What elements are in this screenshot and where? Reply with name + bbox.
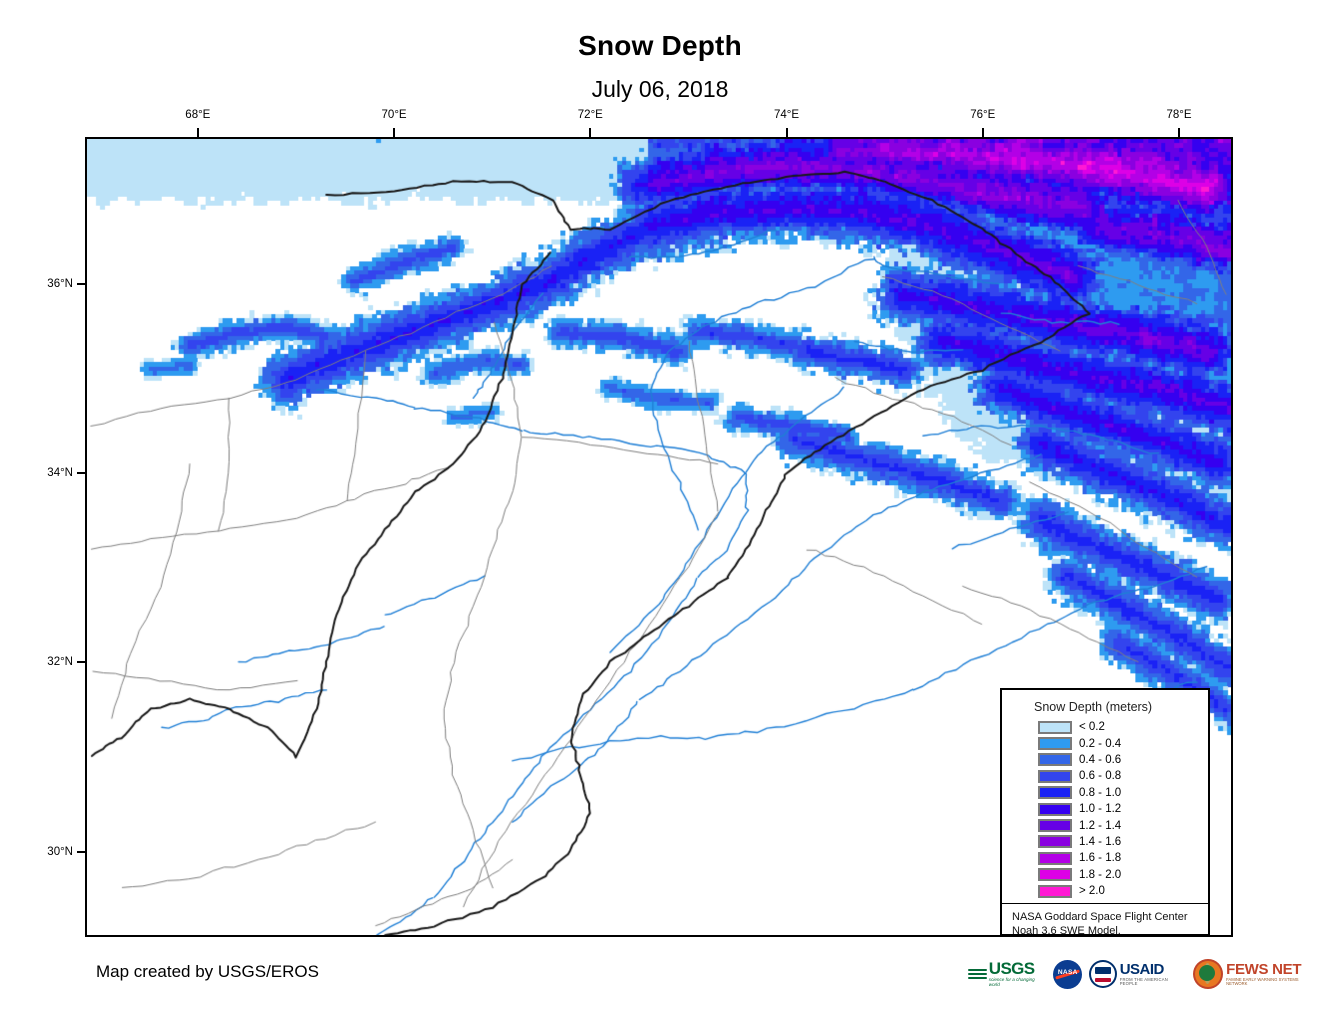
fews-wordmark: FEWS NET bbox=[1226, 960, 1302, 978]
x-axis-label: 76°E bbox=[970, 109, 996, 121]
legend-row: 1.4 - 1.6 bbox=[1038, 834, 1208, 850]
legend-label: 0.4 - 0.6 bbox=[1079, 753, 1122, 766]
usaid-wordmark: USAID bbox=[1119, 960, 1165, 978]
legend-class-list: < 0.2 0.2 - 0.4 0.4 - 0.6 0.6 - 0.8 0.8 - 1.… bbox=[1002, 719, 1208, 899]
y-axis-label: 30°N bbox=[47, 845, 73, 858]
legend-divider bbox=[1002, 903, 1208, 905]
legend-label: < 0.2 bbox=[1079, 721, 1105, 734]
usaid-logo: USAID FROM THE AMERICAN PEOPLE bbox=[1088, 960, 1186, 988]
legend-row: 0.2 - 0.4 bbox=[1038, 735, 1208, 751]
legend-swatch bbox=[1038, 753, 1072, 767]
x-axis-label: 70°E bbox=[381, 109, 407, 121]
legend-swatch bbox=[1038, 835, 1072, 849]
legend-source-line2: Noah 3.6 SWE Model. bbox=[1012, 925, 1121, 938]
agency-logos: USGS science for a changing world NASA U… bbox=[968, 957, 1320, 991]
usaid-seal-icon bbox=[1088, 960, 1117, 988]
legend-row: < 0.2 bbox=[1038, 719, 1208, 735]
map-credit: Map created by USGS/EROS bbox=[96, 962, 319, 981]
y-axis-tick bbox=[77, 661, 86, 664]
legend-swatch bbox=[1038, 868, 1072, 882]
y-axis-tick bbox=[77, 850, 86, 853]
legend-row: 1.6 - 1.8 bbox=[1038, 850, 1208, 866]
legend-swatch bbox=[1038, 720, 1072, 734]
x-axis-tick bbox=[393, 128, 396, 137]
legend-label: 0.8 - 1.0 bbox=[1079, 786, 1122, 799]
legend-swatch bbox=[1038, 851, 1072, 865]
x-axis-tick bbox=[981, 128, 984, 137]
legend-row: 1.2 - 1.4 bbox=[1038, 817, 1208, 833]
usgs-wordmark: USGS bbox=[988, 959, 1035, 979]
legend-swatch bbox=[1038, 819, 1072, 833]
legend-row: 0.8 - 1.0 bbox=[1038, 785, 1208, 801]
legend-label: 0.6 - 0.8 bbox=[1079, 770, 1122, 783]
x-axis-tick bbox=[589, 128, 592, 137]
x-axis-label: 72°E bbox=[577, 109, 603, 121]
fews-globe-icon bbox=[1193, 959, 1224, 989]
y-axis-tick bbox=[77, 282, 86, 285]
page-title: Snow Depth bbox=[578, 30, 742, 61]
legend-label: 1.6 - 1.8 bbox=[1079, 852, 1122, 865]
x-axis-tick bbox=[196, 128, 199, 137]
legend-row: > 2.0 bbox=[1038, 883, 1208, 899]
legend-swatch bbox=[1038, 769, 1072, 783]
legend-label: 1.2 - 1.4 bbox=[1079, 819, 1122, 832]
fews-tagline: FAMINE EARLY WARNING SYSTEMS NETWORK bbox=[1226, 977, 1299, 987]
nasa-logo: NASA bbox=[1053, 959, 1082, 989]
usgs-wave-icon bbox=[968, 966, 987, 983]
legend-row: 1.0 - 1.2 bbox=[1038, 801, 1208, 817]
x-axis-label: 78°E bbox=[1166, 109, 1192, 121]
x-axis-tick bbox=[1178, 128, 1181, 137]
map-date: July 06, 2018 bbox=[591, 76, 729, 102]
usgs-tagline: science for a changing world bbox=[988, 977, 1035, 987]
legend-label: 1.4 - 1.6 bbox=[1079, 835, 1122, 848]
x-axis-tick bbox=[785, 128, 788, 137]
legend-title: Snow Depth (meters) bbox=[1034, 700, 1153, 714]
usaid-tagline: FROM THE AMERICAN PEOPLE bbox=[1119, 977, 1168, 987]
y-axis-label: 32°N bbox=[47, 656, 73, 669]
legend-row: 0.6 - 0.8 bbox=[1038, 768, 1208, 784]
legend-source: NASA Goddard Space Flight Center Noah 3.… bbox=[1012, 910, 1208, 938]
legend-swatch bbox=[1038, 884, 1072, 898]
x-axis-label: 68°E bbox=[185, 109, 211, 121]
legend-source-line1: NASA Goddard Space Flight Center bbox=[1012, 911, 1188, 924]
legend-label: 0.2 - 0.4 bbox=[1079, 737, 1122, 750]
legend-label: > 2.0 bbox=[1079, 885, 1105, 898]
y-axis-tick bbox=[77, 472, 86, 475]
legend-swatch bbox=[1038, 802, 1072, 816]
legend-swatch bbox=[1038, 737, 1072, 751]
fews-net-logo: FEWS NET FAMINE EARLY WARNING SYSTEMS NE… bbox=[1193, 959, 1320, 989]
legend-row: 1.8 - 2.0 bbox=[1038, 867, 1208, 883]
x-axis-label: 74°E bbox=[774, 109, 800, 121]
legend-row: 0.4 - 0.6 bbox=[1038, 752, 1208, 768]
usgs-logo: USGS science for a changing world bbox=[968, 960, 1046, 987]
y-axis-label: 34°N bbox=[47, 467, 73, 480]
nasa-wordmark: NASA bbox=[1057, 968, 1078, 976]
legend-swatch bbox=[1038, 786, 1072, 800]
legend-label: 1.8 - 2.0 bbox=[1079, 868, 1122, 881]
legend-panel: Snow Depth (meters) < 0.2 0.2 - 0.4 0.4 - … bbox=[1000, 688, 1210, 938]
y-axis-label: 36°N bbox=[47, 277, 73, 290]
legend-label: 1.0 - 1.2 bbox=[1079, 803, 1122, 816]
